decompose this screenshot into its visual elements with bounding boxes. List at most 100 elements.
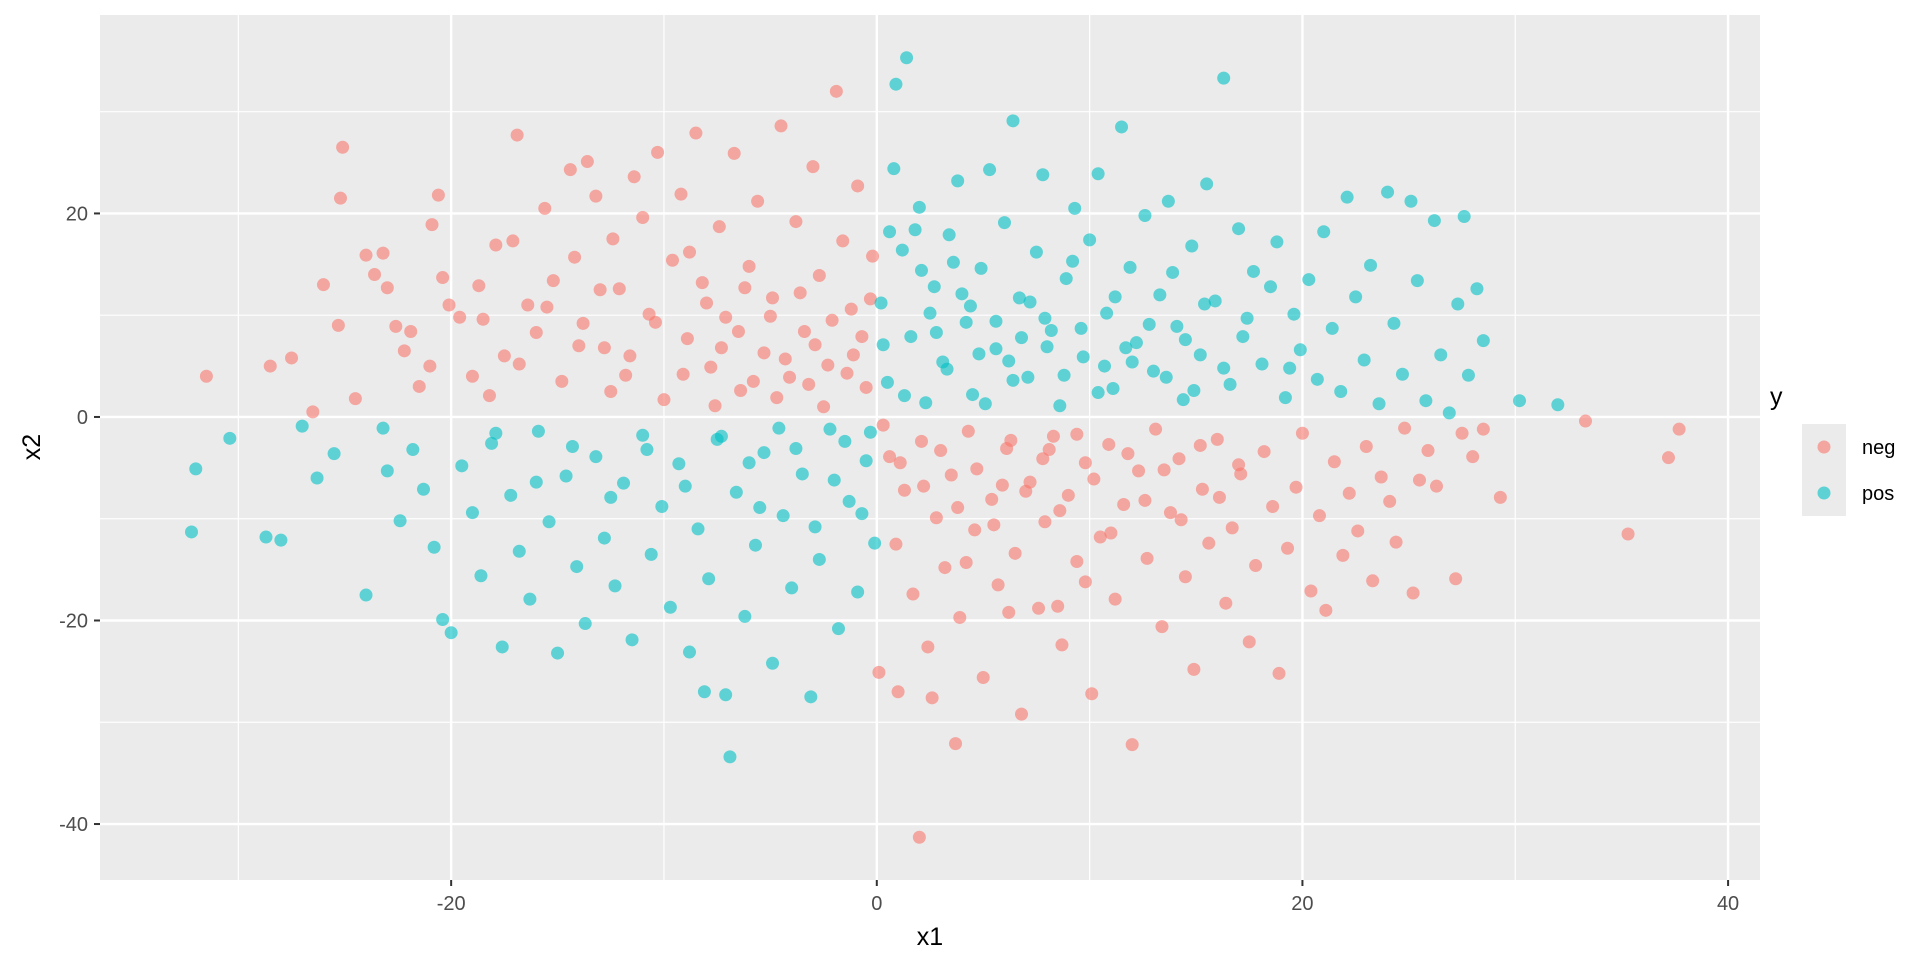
point-pos bbox=[1015, 331, 1029, 345]
point-neg bbox=[1002, 605, 1016, 619]
point-neg bbox=[538, 201, 552, 215]
point-pos bbox=[1076, 350, 1090, 364]
point-pos bbox=[942, 228, 956, 242]
point-pos bbox=[259, 530, 273, 544]
point-pos bbox=[504, 488, 518, 502]
point-neg bbox=[397, 344, 411, 358]
point-neg bbox=[1163, 506, 1177, 520]
point-pos bbox=[1176, 393, 1190, 407]
point-neg bbox=[676, 367, 690, 381]
point-pos bbox=[1551, 398, 1565, 412]
point-neg bbox=[1078, 456, 1092, 470]
point-pos bbox=[966, 388, 980, 402]
point-pos bbox=[738, 609, 752, 623]
point-neg bbox=[606, 232, 620, 246]
point-pos bbox=[923, 306, 937, 320]
point-neg bbox=[546, 274, 560, 288]
point-pos bbox=[617, 476, 631, 490]
point-pos bbox=[274, 533, 288, 547]
point-pos bbox=[795, 467, 809, 481]
point-pos bbox=[940, 362, 954, 376]
point-neg bbox=[1398, 421, 1412, 435]
point-neg bbox=[423, 359, 437, 373]
point-neg bbox=[889, 537, 903, 551]
point-pos bbox=[1427, 214, 1441, 228]
point-neg bbox=[731, 324, 745, 338]
point-pos bbox=[1119, 341, 1133, 355]
point-neg bbox=[1430, 479, 1444, 493]
major-gridlines bbox=[100, 15, 1760, 880]
point-neg bbox=[436, 271, 450, 285]
point-pos bbox=[359, 588, 373, 602]
point-neg bbox=[951, 501, 965, 515]
x-tick-label: 40 bbox=[1717, 893, 1739, 915]
point-neg bbox=[683, 245, 697, 259]
point-neg bbox=[1125, 738, 1139, 752]
point-neg bbox=[1104, 526, 1118, 540]
point-neg bbox=[789, 215, 803, 229]
point-neg bbox=[1046, 429, 1060, 443]
point-pos bbox=[1476, 334, 1490, 348]
y-tick-label: 0 bbox=[77, 407, 88, 429]
point-neg bbox=[1621, 527, 1635, 541]
point-neg bbox=[876, 418, 890, 432]
point-neg bbox=[1117, 497, 1131, 511]
point-neg bbox=[576, 316, 590, 330]
point-pos bbox=[1044, 323, 1058, 337]
point-neg bbox=[1212, 490, 1226, 504]
point-neg bbox=[1406, 586, 1420, 600]
point-neg bbox=[1038, 515, 1052, 529]
point-pos bbox=[1410, 274, 1424, 288]
point-pos bbox=[1125, 355, 1139, 369]
point-neg bbox=[1008, 546, 1022, 560]
point-neg bbox=[987, 518, 1001, 532]
point-neg bbox=[802, 377, 816, 391]
point-pos bbox=[1029, 245, 1043, 259]
point-neg bbox=[336, 140, 350, 154]
point-neg bbox=[465, 369, 479, 383]
point-pos bbox=[1434, 348, 1448, 362]
y-axis: -40 -20 0 20 bbox=[59, 203, 100, 836]
y-axis-title: x2 bbox=[18, 434, 46, 460]
point-pos bbox=[897, 389, 911, 403]
point-pos bbox=[859, 454, 873, 468]
point-pos bbox=[955, 287, 969, 301]
point-neg bbox=[917, 479, 931, 493]
point-neg bbox=[389, 319, 403, 333]
point-neg bbox=[619, 368, 633, 382]
point-pos bbox=[589, 450, 603, 464]
point-pos bbox=[1364, 258, 1378, 272]
point-neg bbox=[1466, 450, 1480, 464]
point-pos bbox=[895, 243, 909, 257]
point-pos bbox=[523, 592, 537, 606]
point-pos bbox=[565, 439, 579, 453]
legend-label-neg: neg bbox=[1862, 437, 1895, 459]
point-pos bbox=[876, 338, 890, 352]
point-neg bbox=[836, 234, 850, 248]
point-pos bbox=[406, 443, 420, 457]
point-neg bbox=[872, 665, 886, 679]
point-pos bbox=[578, 617, 592, 631]
point-pos bbox=[972, 347, 986, 361]
point-pos bbox=[1217, 71, 1231, 85]
point-neg bbox=[1053, 504, 1067, 518]
legend-title: y bbox=[1770, 383, 1783, 411]
point-neg bbox=[1389, 535, 1403, 549]
point-pos bbox=[529, 475, 543, 489]
y-tick-label: 20 bbox=[66, 203, 88, 225]
point-pos bbox=[874, 296, 888, 310]
point-neg bbox=[766, 291, 780, 305]
point-pos bbox=[1142, 317, 1156, 331]
point-pos bbox=[697, 685, 711, 699]
point-neg bbox=[1257, 445, 1271, 459]
point-neg bbox=[1289, 480, 1303, 494]
point-pos bbox=[785, 581, 799, 595]
point-neg bbox=[985, 492, 999, 506]
point-neg bbox=[529, 326, 543, 340]
point-pos bbox=[959, 315, 973, 329]
point-pos bbox=[729, 485, 743, 499]
point-pos bbox=[1059, 272, 1073, 286]
point-neg bbox=[829, 84, 843, 98]
point-neg bbox=[859, 380, 873, 394]
point-neg bbox=[778, 352, 792, 366]
